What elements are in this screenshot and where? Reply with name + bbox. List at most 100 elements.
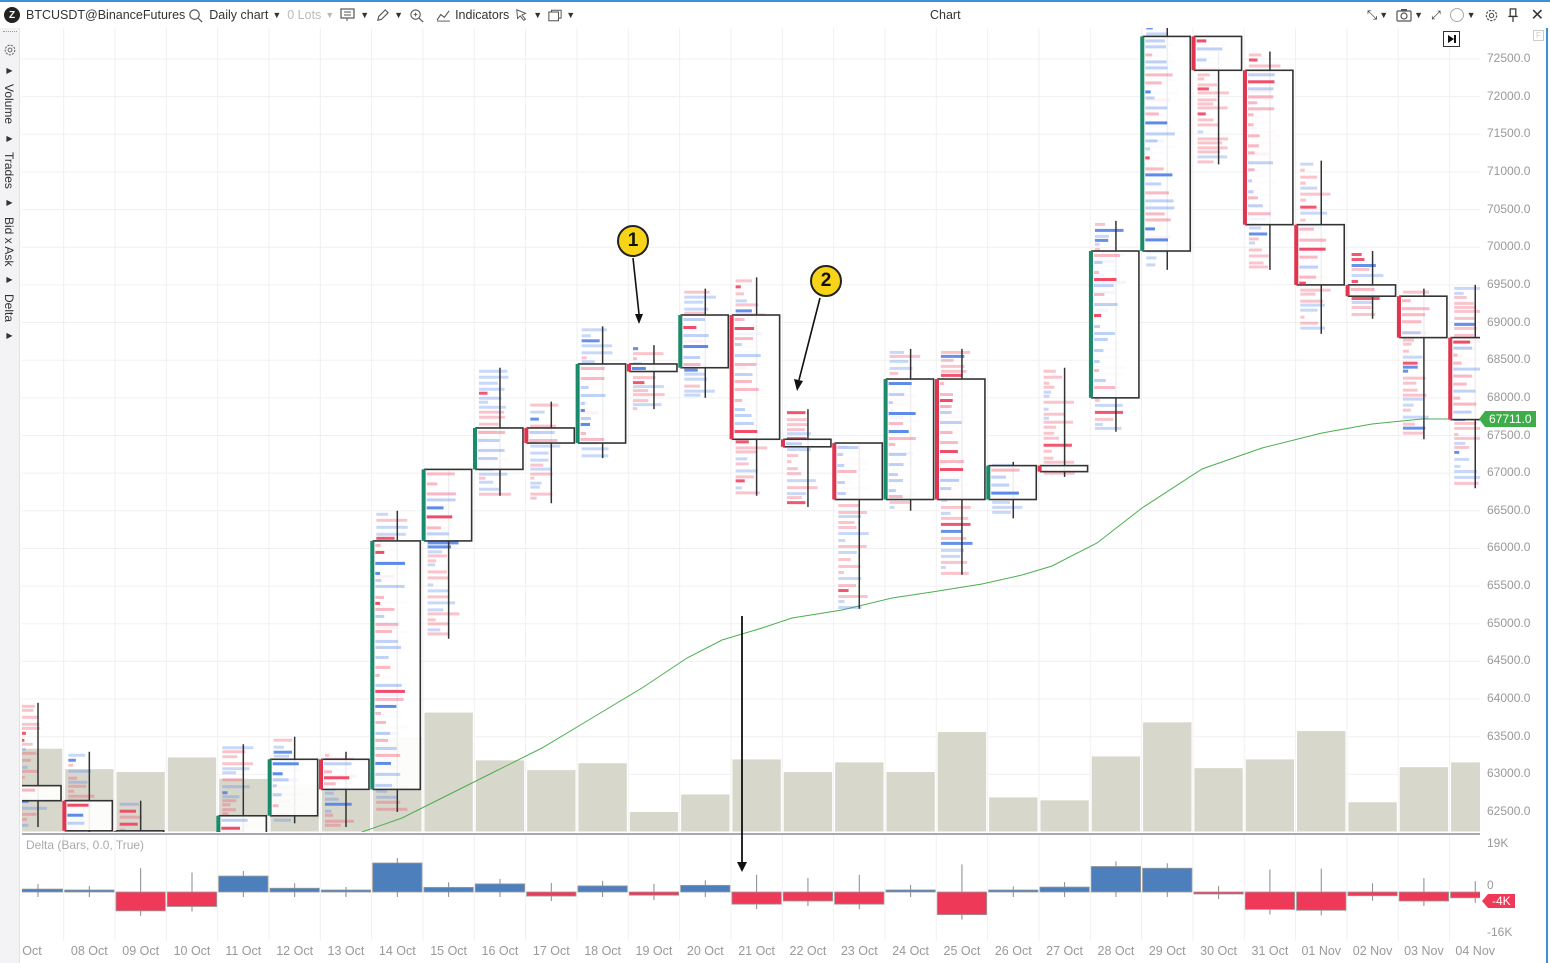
left-sidebar: ▶ Volume ▶ Trades ▶ Bid x Ask ▶ Delta ▶ xyxy=(0,28,20,963)
arrow-right-icon: ▶ xyxy=(5,198,14,208)
arrow-right-icon: ▶ xyxy=(5,66,14,75)
price-tick-label: 68000.0 xyxy=(1487,389,1531,404)
chevron-down-icon: ▼ xyxy=(325,10,335,20)
timeframe-dropdown[interactable]: Daily chart ▼ xyxy=(209,8,281,22)
logo-icon[interactable]: Z xyxy=(4,7,20,23)
price-chart-area[interactable] xyxy=(22,28,1480,832)
delta-indicator-title[interactable]: Delta (Bars, 0.0, True) xyxy=(26,838,145,852)
date-tick-label: 28 Oct xyxy=(1097,944,1135,958)
indicators-button[interactable]: Indicators xyxy=(436,8,509,22)
price-tick-label: 65000.0 xyxy=(1487,615,1531,630)
circle-icon[interactable] xyxy=(1449,7,1465,23)
symbol-selector[interactable]: BTCUSDT@BinanceFutures xyxy=(26,8,203,23)
date-tick-label: 20 Oct xyxy=(686,944,724,958)
fullscreen-icon[interactable]: ⤢ xyxy=(1431,7,1441,22)
date-tick-label: Oct xyxy=(22,944,42,958)
date-tick-label: 30 Oct xyxy=(1200,944,1237,958)
f-button[interactable]: F xyxy=(1533,30,1544,41)
arrow-right-icon: ▶ xyxy=(5,133,14,143)
indicators-icon xyxy=(436,10,451,22)
window-controls: ⤡ ▼ ▼ ⤢ ▼ ✕ xyxy=(1367,5,1544,25)
sidebar-item-volume[interactable]: Volume xyxy=(2,84,16,125)
price-tick-label: 70500.0 xyxy=(1487,201,1531,216)
price-axis[interactable]: 72500.0 72000.0 71500.0 71000.0 70500.0 70000… xyxy=(1479,28,1548,963)
price-tick-label: 71000.0 xyxy=(1487,163,1531,178)
lots-dropdown[interactable]: 0 Lots ▼ xyxy=(287,8,334,22)
time-axis[interactable]: Oct 08 Oct 09 Oct 10 Oct 11 Oct 12 Oct 13 Oct 1… xyxy=(22,941,1495,963)
delta-pane[interactable]: Delta (Bars, 0.0, True) xyxy=(22,833,1480,941)
date-tick-label: 15 Oct xyxy=(430,944,468,958)
price-tick-label: 62500.0 xyxy=(1487,804,1531,818)
price-tick-label: 67500.0 xyxy=(1487,427,1531,442)
zoom-button[interactable] xyxy=(409,8,424,23)
indicators-label: Indicators xyxy=(455,8,510,22)
price-tick-label: 64000.0 xyxy=(1487,691,1531,706)
date-tick-label: 18 Oct xyxy=(584,944,622,958)
price-tick-label: 63000.0 xyxy=(1487,766,1531,781)
chevron-down-icon[interactable]: ▼ xyxy=(1379,10,1389,20)
date-tick-label: 29 Oct xyxy=(1148,944,1186,958)
sidebar-item-delta[interactable]: Delta xyxy=(2,293,16,322)
template-dropdown[interactable]: ▼ xyxy=(340,8,369,22)
window-icon xyxy=(548,9,562,21)
sidebar-item-trades[interactable]: Trades xyxy=(2,152,16,189)
sidebar-sections: ▶ Volume ▶ Trades ▶ Bid x Ask ▶ Delta ▶ xyxy=(2,66,16,346)
date-tick-label: 02 Nov xyxy=(1352,944,1393,958)
drawing-tools-dropdown[interactable]: ▼ xyxy=(375,8,403,23)
price-tick-label: 69500.0 xyxy=(1487,276,1531,291)
cursor-dropdown[interactable]: ▼ xyxy=(515,8,542,22)
gear-icon[interactable] xyxy=(1484,8,1499,23)
date-tick-label: 26 Oct xyxy=(994,944,1032,958)
price-tick-label: 65500.0 xyxy=(1487,578,1531,593)
price-tick-label: 72000.0 xyxy=(1487,88,1531,103)
search-icon[interactable] xyxy=(188,8,203,23)
sidebar-item-bid-ask[interactable]: Bid x Ask xyxy=(2,216,16,267)
date-tick-label: 24 Oct xyxy=(892,944,930,958)
timeframe-label: Daily chart xyxy=(209,8,269,22)
price-tick-label: 69000.0 xyxy=(1487,314,1531,329)
current-price-tag: 67711.0 xyxy=(1479,411,1536,427)
chevron-down-icon[interactable]: ▼ xyxy=(1414,10,1424,20)
delta-chart-svg xyxy=(22,835,1480,941)
window-dropdown[interactable]: ▼ xyxy=(548,9,575,22)
date-tick-label: 31 Oct xyxy=(1251,944,1289,958)
current-delta-tag: -4K xyxy=(1482,894,1515,908)
date-tick-label: 16 Oct xyxy=(481,944,519,958)
annotation-badge-2: 2 xyxy=(810,265,842,297)
drag-handle[interactable] xyxy=(3,31,17,34)
date-tick-label: 04 Nov xyxy=(1455,944,1496,958)
cursor-icon xyxy=(516,9,527,21)
chevron-down-icon: ▼ xyxy=(360,10,370,20)
date-tick-label: 23 Oct xyxy=(840,944,878,958)
price-tick-label: 64500.0 xyxy=(1487,653,1531,668)
chevron-down-icon: ▼ xyxy=(272,10,282,20)
scroll-to-end-button[interactable] xyxy=(1443,31,1460,47)
date-tick-label: 25 Oct xyxy=(943,944,981,958)
close-icon[interactable]: ✕ xyxy=(1530,7,1544,24)
date-tick-label: 10 Oct xyxy=(173,944,211,958)
price-tick-label: 71500.0 xyxy=(1487,126,1531,141)
gear-icon[interactable] xyxy=(3,43,17,57)
date-tick-label: 19 Oct xyxy=(635,944,673,958)
date-tick-label: 27 Oct xyxy=(1046,944,1084,958)
date-tick-label: 17 Oct xyxy=(532,944,570,958)
price-tick-label: 66000.0 xyxy=(1487,540,1531,555)
price-tick-label: 72500.0 xyxy=(1487,51,1531,65)
price-chart-svg xyxy=(22,28,1480,832)
date-tick-label: 21 Oct xyxy=(738,944,776,958)
date-tick-label: 12 Oct xyxy=(276,944,314,958)
camera-icon[interactable] xyxy=(1396,8,1412,22)
chevron-down-icon: ▼ xyxy=(566,10,576,20)
pin-icon[interactable] xyxy=(1507,7,1519,23)
toolbar: Z BTCUSDT@BinanceFutures Daily chart ▼ 0… xyxy=(0,2,1550,28)
delta-tick-label: 0 xyxy=(1487,878,1494,892)
date-tick-label: 13 Oct xyxy=(327,944,365,958)
compress-icon[interactable]: ⤡ xyxy=(1366,7,1378,22)
date-tick-label: 14 Oct xyxy=(378,944,416,958)
pencil-icon xyxy=(377,8,390,21)
price-tick-label: 67000.0 xyxy=(1487,465,1531,480)
date-tick-label: 08 Oct xyxy=(70,944,108,958)
price-tick-label: 66500.0 xyxy=(1487,502,1531,517)
chevron-down-icon[interactable]: ▼ xyxy=(1466,10,1476,20)
